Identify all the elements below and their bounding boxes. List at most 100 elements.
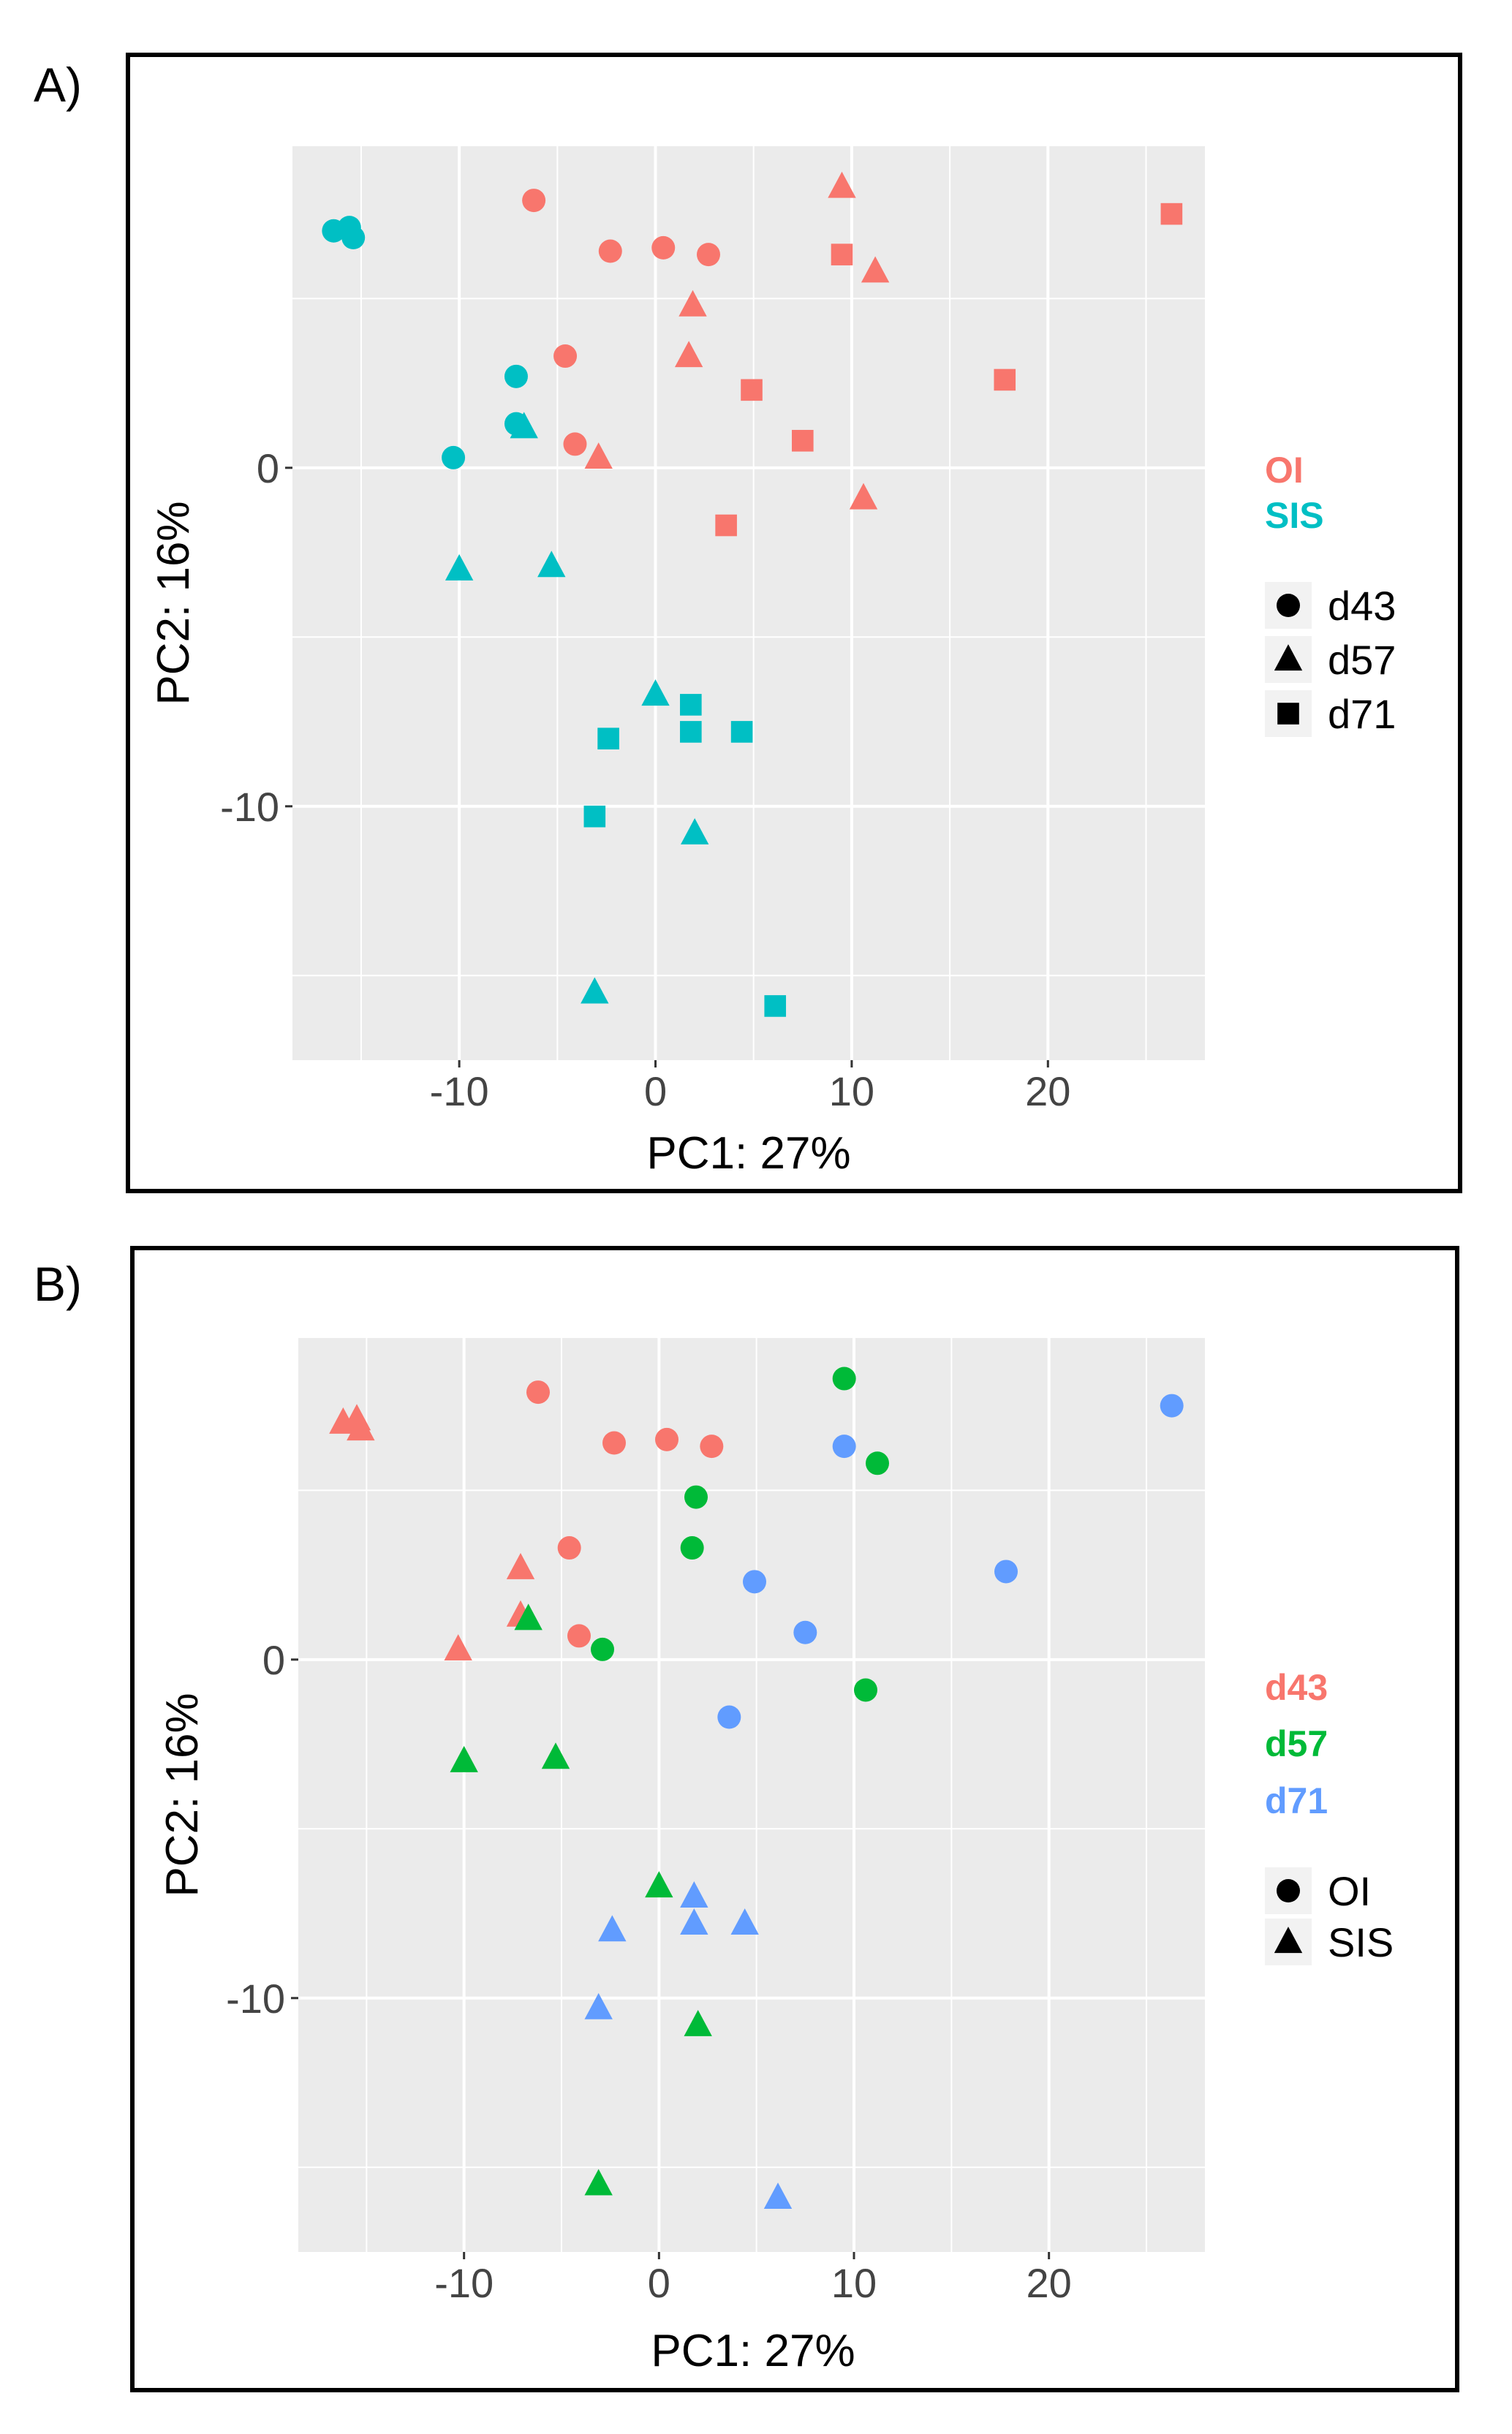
data-point	[743, 1570, 766, 1594]
data-point	[832, 1435, 856, 1459]
legend-shape-triangle	[1274, 1927, 1303, 1954]
y-tick-label: 0	[262, 1637, 285, 1683]
y-tick-label: 0	[257, 445, 279, 491]
data-point	[680, 1536, 704, 1560]
legend-shape-label: SIS	[1328, 1919, 1394, 1965]
data-point	[442, 445, 466, 469]
data-point	[341, 226, 366, 249]
data-point	[537, 551, 566, 578]
data-point	[444, 1634, 472, 1661]
legend-shape-circle	[1277, 594, 1300, 617]
x-axis-label: PC1: 27%	[651, 2326, 855, 2376]
data-point	[828, 171, 856, 198]
data-point	[680, 1908, 708, 1935]
data-point	[597, 727, 619, 749]
x-axis-label: PC1: 27%	[646, 1128, 850, 1179]
data-point	[641, 679, 670, 706]
legend-shape-label: OI	[1328, 1868, 1371, 1914]
data-point	[730, 721, 753, 743]
data-point	[514, 1603, 543, 1630]
data-point	[510, 412, 538, 439]
x-tick-label: 10	[829, 1068, 874, 1114]
data-point	[506, 1552, 535, 1579]
data-point	[1160, 1394, 1184, 1418]
data-point	[581, 977, 609, 1004]
legend-shape-label: d57	[1328, 637, 1396, 683]
data-point	[717, 1705, 741, 1729]
data-point	[1160, 203, 1183, 225]
y-axis-label: PC2: 16%	[148, 501, 199, 705]
panel-label-a: A)	[34, 58, 82, 112]
legend-color-label: d57	[1265, 1723, 1328, 1764]
chart-b: -10 0 10 20 -10 0 PC1: 27% PC2: 16% d43 d57 d71 OI S…	[157, 1338, 1394, 2376]
legend-color-label: SIS	[1265, 495, 1324, 536]
data-point	[861, 256, 890, 283]
x-tick-label: 0	[648, 2260, 670, 2306]
data-point	[715, 514, 737, 537]
plot-background	[292, 146, 1205, 1060]
data-point	[602, 1431, 626, 1455]
data-point	[680, 694, 702, 716]
y-axis-label: PC2: 16%	[157, 1693, 208, 1897]
legend-color-label: d71	[1265, 1780, 1328, 1821]
legend-shape-label: d71	[1328, 691, 1396, 737]
data-point	[553, 344, 578, 368]
x-tick-label: 20	[1025, 1068, 1070, 1114]
panel-b-frame	[130, 1246, 1459, 2392]
data-point	[696, 243, 720, 267]
data-point	[680, 1881, 708, 1908]
data-point	[504, 364, 528, 388]
data-point	[557, 1536, 581, 1560]
data-point	[678, 290, 707, 317]
data-point	[347, 1414, 375, 1441]
data-point	[994, 368, 1016, 391]
data-point	[522, 189, 546, 213]
data-point	[645, 1871, 673, 1898]
data-point	[584, 2169, 613, 2196]
data-point	[793, 1620, 817, 1644]
legend-shape-triangle	[1274, 644, 1303, 671]
data-point	[832, 1367, 856, 1391]
data-point	[764, 995, 787, 1017]
data-point	[849, 483, 878, 510]
data-point	[994, 1560, 1018, 1584]
data-point	[792, 429, 814, 452]
data-point	[591, 1637, 614, 1661]
data-point	[567, 1624, 591, 1648]
x-tick-label: 10	[831, 2260, 877, 2306]
legend-color-label: OI	[1265, 450, 1304, 491]
data-point	[684, 1485, 708, 1509]
data-point	[598, 1915, 627, 1942]
data-point	[730, 1908, 759, 1935]
plot-background	[298, 1338, 1205, 2252]
x-tick-label: 20	[1027, 2260, 1072, 2306]
data-point	[674, 341, 703, 368]
legend-color-label: d43	[1265, 1667, 1328, 1708]
data-point	[854, 1678, 877, 1702]
data-point	[831, 243, 853, 265]
data-point	[445, 553, 474, 581]
data-point	[680, 721, 702, 743]
x-tick-label: 0	[644, 1068, 667, 1114]
legend-shape-circle	[1277, 1879, 1300, 1902]
panel-a-frame	[126, 53, 1462, 1193]
legend-shape-label: d43	[1328, 583, 1396, 629]
x-tick-label: -10	[434, 2260, 494, 2306]
data-point	[700, 1435, 724, 1459]
data-point	[541, 1742, 570, 1769]
y-tick-label: -10	[220, 784, 279, 830]
data-point	[763, 2182, 793, 2210]
panel-label-b: B)	[34, 1257, 82, 1311]
data-point	[651, 235, 676, 260]
data-point	[584, 442, 613, 469]
data-point	[684, 2009, 712, 2036]
x-tick-label: -10	[430, 1068, 489, 1114]
data-point	[526, 1380, 550, 1405]
data-point	[450, 1745, 478, 1772]
y-tick-label: -10	[226, 1976, 285, 2022]
legend-shape-square	[1277, 703, 1299, 725]
data-point	[655, 1427, 678, 1451]
data-point	[563, 432, 587, 456]
